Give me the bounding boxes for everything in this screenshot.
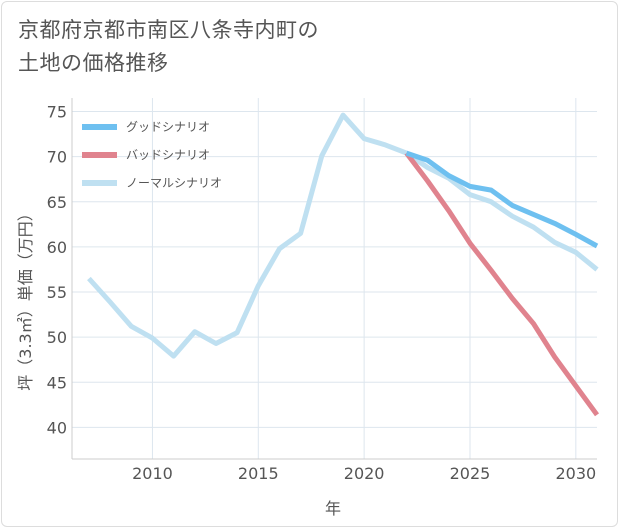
series-line-2 [404,151,600,417]
chart-title: 京都府京都市南区八条寺内町の 土地の価格推移 [18,14,319,80]
y-tick-label: 60 [47,238,67,257]
axes: 40 45 50 55 60 65 70 75 2010 2015 2020 2025 2030 [47,98,597,483]
y-tick-label: 65 [47,193,67,212]
chart-title-line-2: 土地の価格推移 [18,51,169,75]
y-tick-label: 40 [47,418,67,437]
y-tick-label: 50 [47,328,67,347]
series-lines [87,112,600,417]
legend-label: ノーマルシナリオ [126,176,222,190]
legend-label: バッドシナリオ [126,148,210,162]
y-tick-label: 45 [47,373,67,392]
x-tick-label: 2020 [344,464,385,483]
y-tick-label: 75 [47,103,67,122]
x-tick-label: 2010 [132,464,173,483]
chart-title-line-1: 京都府京都市南区八条寺内町の [18,18,319,42]
x-tick-label: 2025 [450,464,491,483]
y-tick-label: 70 [47,148,67,167]
y-axis-label: 坪（3.3㎡）単価（万円） [16,205,35,390]
legend-label: グッドシナリオ [126,120,210,134]
x-tick-label: 2015 [238,464,279,483]
x-tick-label: 2030 [555,464,596,483]
y-tick-label: 55 [47,283,67,302]
series-line-1 [405,150,599,249]
x-axis-label: 年 [325,499,341,518]
series-line-3 [87,112,599,359]
